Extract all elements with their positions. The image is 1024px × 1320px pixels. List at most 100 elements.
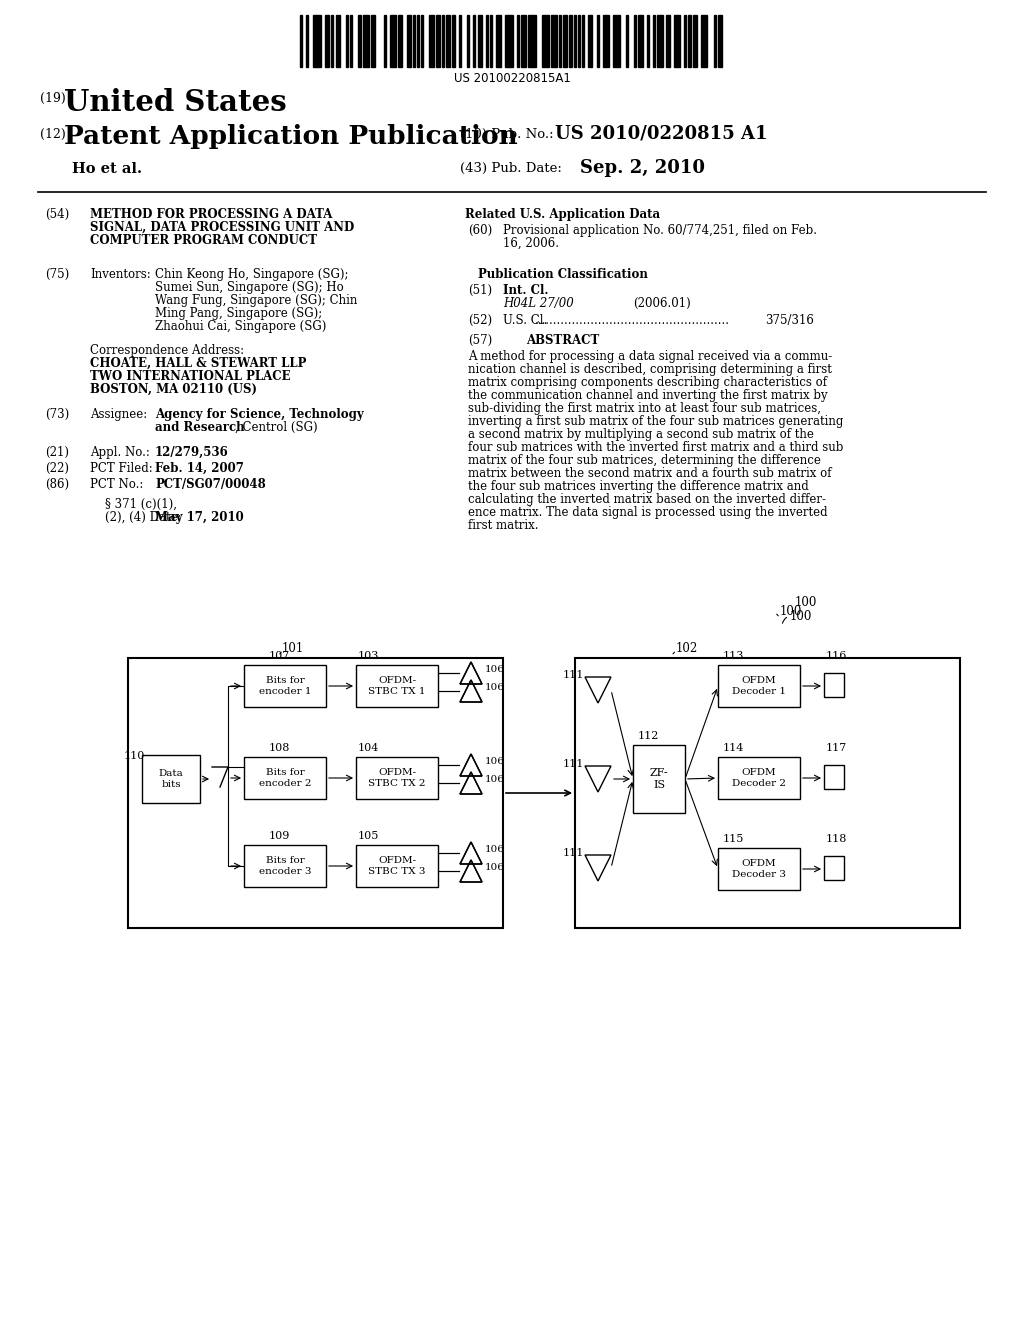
Text: 375/316: 375/316 bbox=[765, 314, 814, 327]
Text: Publication Classification: Publication Classification bbox=[478, 268, 648, 281]
Bar bbox=[626, 15, 628, 67]
Text: (73): (73) bbox=[45, 408, 70, 421]
Text: matrix comprising components describing characteristics of: matrix comprising components describing … bbox=[468, 376, 827, 389]
Text: (54): (54) bbox=[45, 209, 70, 220]
Text: (19): (19) bbox=[40, 92, 66, 106]
Bar bbox=[657, 15, 664, 67]
Bar bbox=[306, 15, 308, 67]
Bar bbox=[701, 15, 708, 67]
Text: U.S. Cl.: U.S. Cl. bbox=[503, 314, 547, 327]
Text: SIGNAL, DATA PROCESSING UNIT AND: SIGNAL, DATA PROCESSING UNIT AND bbox=[90, 220, 354, 234]
Text: OFDM-
STBC TX 1: OFDM- STBC TX 1 bbox=[369, 676, 426, 696]
Text: PCT No.:: PCT No.: bbox=[90, 478, 143, 491]
Text: Wang Fung, Singapore (SG); Chin: Wang Fung, Singapore (SG); Chin bbox=[155, 294, 357, 308]
Bar bbox=[575, 657, 961, 928]
Text: 100: 100 bbox=[780, 605, 803, 618]
Bar bbox=[638, 15, 642, 67]
Bar bbox=[356, 665, 438, 708]
Text: Chin Keong Ho, Singapore (SG);: Chin Keong Ho, Singapore (SG); bbox=[155, 268, 348, 281]
Text: 114: 114 bbox=[723, 743, 744, 752]
Bar bbox=[582, 15, 584, 67]
Text: (75): (75) bbox=[45, 268, 70, 281]
Text: A method for processing a data signal received via a commu-: A method for processing a data signal re… bbox=[468, 350, 833, 363]
Text: 115: 115 bbox=[723, 834, 744, 843]
Text: Inventors:: Inventors: bbox=[90, 268, 151, 281]
Bar bbox=[603, 15, 609, 67]
Bar bbox=[459, 15, 461, 67]
Text: 101: 101 bbox=[282, 642, 304, 655]
Bar bbox=[356, 845, 438, 887]
Text: Ming Pang, Singapore (SG);: Ming Pang, Singapore (SG); bbox=[155, 308, 323, 319]
Bar bbox=[442, 15, 444, 67]
Text: US 20100220815A1: US 20100220815A1 bbox=[454, 73, 570, 84]
Text: ....................................................: ........................................… bbox=[535, 314, 730, 327]
Text: (2006.01): (2006.01) bbox=[633, 297, 691, 310]
Text: Sep. 2, 2010: Sep. 2, 2010 bbox=[580, 158, 705, 177]
Bar bbox=[692, 15, 697, 67]
Text: ABSTRACT: ABSTRACT bbox=[526, 334, 600, 347]
Bar bbox=[578, 15, 580, 67]
Bar bbox=[573, 15, 575, 67]
Text: Ho et al.: Ho et al. bbox=[72, 162, 142, 176]
Bar bbox=[551, 15, 557, 67]
Bar bbox=[325, 15, 330, 67]
Bar bbox=[718, 15, 722, 67]
Text: (43) Pub. Date:: (43) Pub. Date: bbox=[460, 162, 562, 176]
Text: Appl. No.:: Appl. No.: bbox=[90, 446, 150, 459]
Bar bbox=[346, 15, 348, 67]
Text: H04L 27/00: H04L 27/00 bbox=[503, 297, 573, 310]
Text: 111: 111 bbox=[563, 671, 585, 680]
Text: 106: 106 bbox=[485, 775, 505, 784]
Text: Data
bits: Data bits bbox=[159, 770, 183, 789]
Text: Correspondence Address:: Correspondence Address: bbox=[90, 345, 244, 356]
Bar bbox=[718, 665, 800, 708]
Text: sub-dividing the first matrix into at least four sub matrices,: sub-dividing the first matrix into at le… bbox=[468, 403, 821, 414]
Bar bbox=[421, 15, 423, 67]
Text: 103: 103 bbox=[358, 651, 379, 661]
Bar bbox=[497, 15, 501, 67]
Bar bbox=[824, 766, 844, 789]
Text: 107: 107 bbox=[268, 651, 290, 661]
Text: § 371 (c)(1),: § 371 (c)(1), bbox=[105, 498, 177, 511]
Bar bbox=[517, 15, 519, 67]
Text: , Centrol (SG): , Centrol (SG) bbox=[234, 421, 317, 434]
Bar bbox=[824, 673, 844, 697]
Bar bbox=[244, 845, 326, 887]
Text: four sub matrices with the inverted first matrix and a third sub: four sub matrices with the inverted firs… bbox=[468, 441, 844, 454]
Text: 104: 104 bbox=[358, 743, 379, 752]
Bar bbox=[413, 15, 415, 67]
Bar bbox=[244, 756, 326, 799]
Text: (2), (4) Date:: (2), (4) Date: bbox=[105, 511, 181, 524]
Bar bbox=[244, 665, 326, 708]
Text: 117: 117 bbox=[826, 743, 847, 752]
Text: (21): (21) bbox=[45, 446, 69, 459]
Bar bbox=[527, 15, 536, 67]
Bar bbox=[563, 15, 567, 67]
Text: inverting a first sub matrix of the four sub matrices generating: inverting a first sub matrix of the four… bbox=[468, 414, 844, 428]
Bar bbox=[390, 15, 396, 67]
Bar bbox=[398, 15, 402, 67]
Bar bbox=[653, 15, 655, 67]
Bar bbox=[371, 15, 375, 67]
Bar bbox=[559, 15, 561, 67]
Text: first matrix.: first matrix. bbox=[468, 519, 539, 532]
Text: PCT/SG07/00048: PCT/SG07/00048 bbox=[155, 478, 266, 491]
Bar bbox=[312, 15, 321, 67]
Text: 105: 105 bbox=[358, 832, 379, 841]
Text: Feb. 14, 2007: Feb. 14, 2007 bbox=[155, 462, 244, 475]
Bar bbox=[569, 15, 571, 67]
Text: and Research: and Research bbox=[155, 421, 245, 434]
Text: matrix between the second matrix and a fourth sub matrix of: matrix between the second matrix and a f… bbox=[468, 467, 831, 480]
Bar bbox=[588, 15, 593, 67]
Text: OFDM
Decoder 2: OFDM Decoder 2 bbox=[732, 768, 786, 788]
Text: 106: 106 bbox=[485, 665, 505, 675]
Bar bbox=[358, 15, 360, 67]
Text: COMPUTER PROGRAM CONDUCT: COMPUTER PROGRAM CONDUCT bbox=[90, 234, 317, 247]
Text: Sumei Sun, Singapore (SG); Ho: Sumei Sun, Singapore (SG); Ho bbox=[155, 281, 344, 294]
Bar bbox=[521, 15, 525, 67]
Text: Agency for Science, Technology: Agency for Science, Technology bbox=[155, 408, 364, 421]
Text: 112: 112 bbox=[638, 731, 659, 741]
Bar bbox=[384, 15, 386, 67]
Bar bbox=[647, 15, 649, 67]
Bar bbox=[356, 756, 438, 799]
